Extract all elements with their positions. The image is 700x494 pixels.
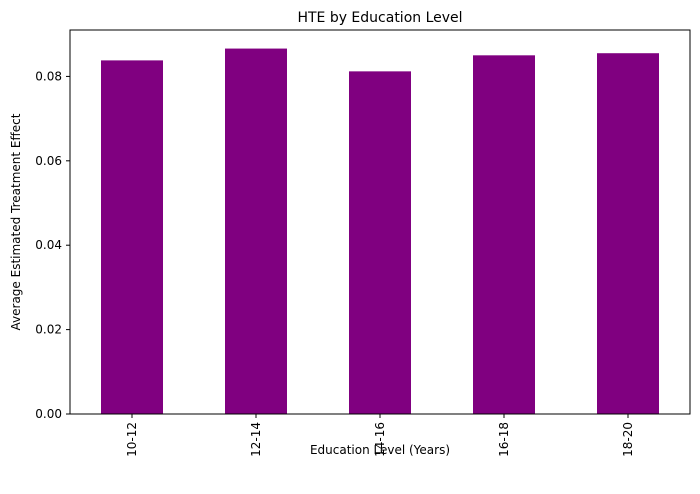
chart-title: HTE by Education Level	[297, 10, 462, 26]
x-tick-label: 10-12	[125, 422, 139, 457]
y-tick-label: 0.04	[35, 238, 62, 252]
bar-14-16	[349, 71, 411, 414]
y-axis-title: Average Estimated Treatment Effect	[9, 113, 23, 330]
x-tick-label: 18-20	[621, 422, 635, 457]
y-tick-label: 0.00	[35, 407, 62, 421]
bar-10-12	[101, 60, 163, 414]
x-tick-label: 12-14	[249, 422, 263, 457]
bar-12-14	[225, 48, 287, 415]
x-tick-label: 14-16	[373, 422, 387, 457]
axes-group: 0.00 0.02 0.04 0.06 0.08 10-12 12-14 14-16 16-18…	[35, 29, 691, 457]
y-tick-label: 0.08	[35, 69, 62, 83]
y-tick-label: 0.06	[35, 154, 62, 168]
x-tick-label: 16-18	[497, 422, 511, 457]
bar-16-18	[473, 55, 535, 415]
x-axis-title: Education Level (Years)	[310, 443, 450, 457]
bars-group	[101, 48, 659, 415]
bar-18-20	[597, 53, 659, 414]
y-tick-label: 0.02	[35, 323, 62, 337]
